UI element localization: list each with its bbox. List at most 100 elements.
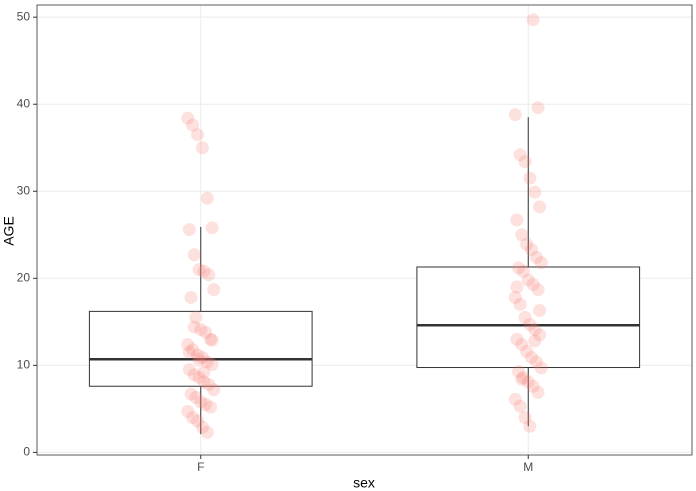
point [533,200,547,214]
point [531,283,545,297]
point [529,250,543,264]
panel-border [36,4,693,456]
y-axis-title: AGE [1,216,17,246]
point [513,148,527,162]
point [534,256,548,270]
point [204,332,217,346]
point [202,377,216,391]
point [182,363,196,377]
point [508,290,522,304]
point [533,304,547,318]
point [186,118,200,132]
point [186,343,200,357]
point [520,237,534,251]
point [187,248,201,262]
point [513,297,527,311]
y-tick-label: 40 [17,96,31,110]
point [192,371,206,385]
point [195,351,209,365]
point [200,355,214,369]
point [513,399,527,413]
point [192,263,206,277]
point [518,155,532,169]
point [207,283,221,297]
point [521,273,535,287]
point [526,277,540,291]
x-axis-title: sex [353,475,375,491]
point [518,310,532,324]
point [197,365,211,379]
point [518,411,532,425]
point [529,355,543,369]
point [516,371,530,385]
point [182,223,196,237]
point [205,333,219,347]
point [200,425,214,439]
point [508,392,522,406]
point [181,337,195,351]
point [195,141,209,155]
point [197,264,211,278]
point [512,261,525,275]
point [184,387,198,401]
point [516,264,530,278]
point [510,213,524,227]
point [510,332,524,346]
y-tick-label: 10 [17,358,31,372]
point [531,101,545,115]
y-tick-label: 0 [23,445,30,459]
box [88,310,313,387]
point [510,280,524,294]
point [515,372,529,386]
point [186,411,200,425]
x-tick-label: M [523,460,533,474]
point [531,385,545,399]
point [521,375,535,389]
point [526,13,540,27]
y-tick-label: 50 [17,9,31,23]
point [195,420,209,434]
point [523,419,537,433]
point [526,379,540,393]
point [525,351,538,365]
point [191,348,204,362]
point [192,353,206,367]
point [199,398,213,412]
point [202,268,216,282]
point [534,361,548,375]
point [512,364,525,378]
point [528,185,542,199]
point [515,337,529,351]
point [194,395,208,409]
y-tick-label: 30 [17,183,31,197]
x-tick-label: F [197,460,204,474]
point [181,404,195,418]
point [515,228,529,242]
point [194,323,208,337]
point [182,345,196,359]
point [205,357,219,371]
point [523,171,537,185]
point [189,310,203,324]
point [528,323,542,337]
point [525,243,538,257]
point [207,383,221,397]
point [197,375,211,389]
point [533,328,547,342]
point [520,344,534,358]
point [191,414,204,428]
point [204,400,217,414]
point [191,128,204,142]
point [200,191,214,205]
point [205,221,219,235]
point [528,334,542,348]
point [187,320,201,334]
point [181,111,195,125]
point [523,317,537,331]
point [184,290,198,304]
y-tick-label: 20 [17,270,31,284]
point [189,391,203,405]
point [187,368,201,382]
